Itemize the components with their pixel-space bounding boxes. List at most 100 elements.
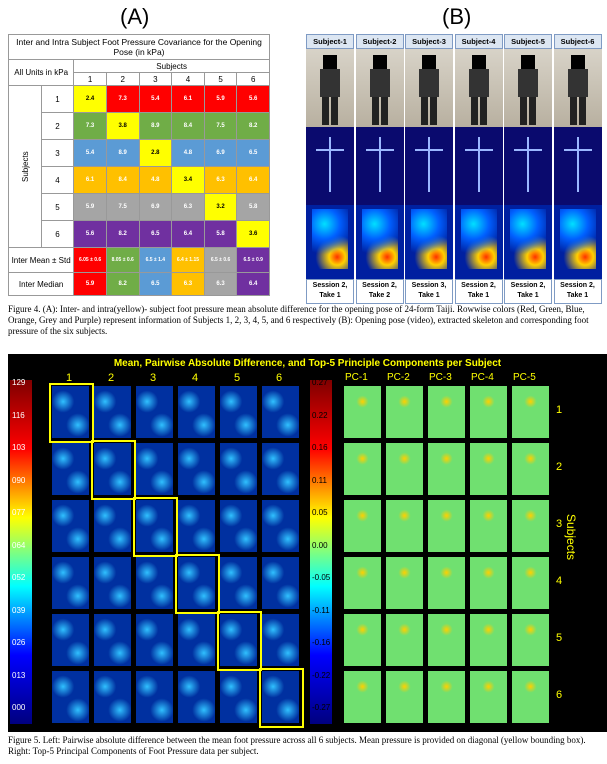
heatmap-cell [262,500,299,552]
table-cell: 6.3 [172,194,205,221]
leg [331,97,338,125]
session-label: Session 2, Take 1 [504,279,552,304]
pressure-map [554,205,602,279]
pc-cell [428,671,465,723]
pc-row-label: 1 [556,404,562,416]
col-header: 2 [106,73,139,86]
heatmap-cell [52,443,89,495]
panel-a-label: (A) [120,4,149,30]
subject-column: Subject-4 Session 2, Take 1 [455,34,503,304]
col-header: 4 [172,73,205,86]
pressure-blob [560,209,596,269]
pressure-map [504,205,552,279]
table-cell: 6.5 [237,140,270,167]
col-header: 5 [204,73,237,86]
mid-scale-tick: 0.11 [312,476,327,485]
pressure-map [405,205,453,279]
mid-scale-tick: 0.05 [312,508,328,517]
face-mask [472,55,486,69]
mid-scale-tick: -0.16 [312,638,330,647]
table-cell: 3.6 [237,221,270,248]
skeleton-arms [366,149,394,151]
table-cell: 7.3 [74,113,107,140]
table-cell: 2.4 [74,86,107,113]
table-cell: 7.3 [106,86,139,113]
figure-4-caption: Figure 4. (A): Inter- and intra(yellow)-… [8,304,603,337]
left-scale-tick: 052 [12,573,25,582]
leg [322,97,329,125]
face-mask [422,55,436,69]
mid-scale-tick: 0.00 [312,541,328,550]
skeleton-spine [478,137,480,192]
session-label: Session 2, Take 2 [356,279,404,304]
heat-col-label: 5 [234,372,240,384]
inter-median-cell: 6.5 [139,273,172,296]
heatmap-cell [220,557,257,609]
units-label: All Units in kPa [9,60,74,86]
pressure-map [356,205,404,279]
subject-column: Subject-3 Session 3, Take 1 [405,34,453,304]
pressure-map [455,205,503,279]
torso [370,69,390,97]
pc-label: PC-5 [513,372,536,383]
heatmap-cell [220,443,257,495]
subject-column: Subject-5 Session 2, Take 1 [504,34,552,304]
diagonal-highlight [133,497,178,557]
leg [372,97,379,125]
leg [579,97,586,125]
table-cell: 6.5 [139,221,172,248]
leg [471,97,478,125]
skeleton-spine [527,137,529,192]
inter-median-cell: 6.3 [204,273,237,296]
table-cell: 6.9 [204,140,237,167]
table-cell: 8.9 [106,140,139,167]
table-cell: 6.3 [204,167,237,194]
pc-cell [470,386,507,438]
table-cell: 6.4 [172,221,205,248]
pressure-blob [411,209,447,269]
mid-scale-tick: -0.27 [312,703,330,712]
subjects-axis-label: Subjects [564,514,578,560]
subjects-col-label: Subjects [74,60,270,73]
leg [480,97,487,125]
table-cell: 3.8 [106,113,139,140]
table-cell: 8.2 [106,221,139,248]
skeleton-view [356,127,404,205]
heatmap-cell [94,500,131,552]
pc-cell [344,500,381,552]
pc-cell [428,557,465,609]
figure-5: Mean, Pairwise Absolute Difference, and … [8,354,607,732]
heatmap-cell [220,671,257,723]
skeleton-view [455,127,503,205]
table-cell: 8.2 [237,113,270,140]
table-cell: 6.1 [172,86,205,113]
heat-col-label: 6 [276,372,282,384]
inter-mean-cell: 6.5 ± 0.9 [237,248,270,273]
table-title: Inter and Intra Subject Foot Pressure Co… [9,35,270,60]
pc-cell [386,386,423,438]
table-cell: 7.5 [106,194,139,221]
pressure-map [306,205,354,279]
subject-photo [504,49,552,127]
heatmap-cell [178,443,215,495]
row-header: 5 [41,194,74,221]
table-cell: 3.2 [204,194,237,221]
covariance-table: Inter and Intra Subject Foot Pressure Co… [8,34,270,296]
table-cell: 4.8 [139,167,172,194]
pc-cell [470,557,507,609]
heatmap-cell [262,557,299,609]
row-header: 1 [41,86,74,113]
subject-header: Subject-5 [504,34,552,49]
pc-cell [386,614,423,666]
table-cell: 6.9 [139,194,172,221]
table-cell: 5.4 [139,86,172,113]
table-cell: 7.5 [204,113,237,140]
heatmap-cell [52,557,89,609]
table-cell: 5.9 [204,86,237,113]
heatmap-cell [52,614,89,666]
pressure-blob [362,209,398,269]
heatmap-cell [94,614,131,666]
pc-row-label: 5 [556,632,562,644]
inter-median-cell: 6.3 [172,273,205,296]
skeleton-arms [465,149,493,151]
